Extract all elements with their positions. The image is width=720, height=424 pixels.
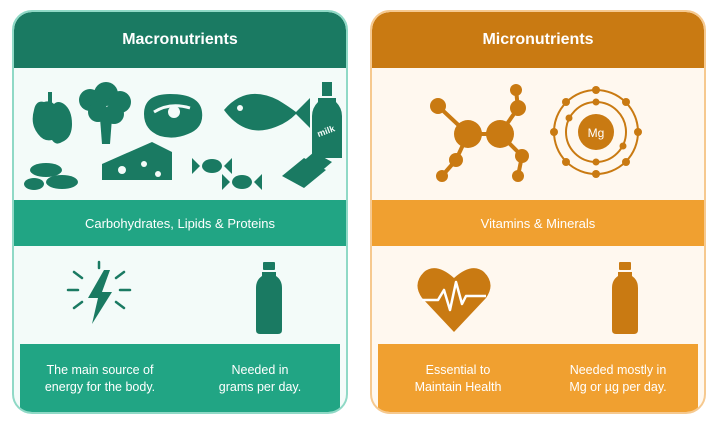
svg-text:Mg: Mg [588,126,605,140]
broccoli-icon [79,82,131,144]
molecule-icon [430,84,529,182]
cheese-icon [102,142,172,180]
micro-amount-box: Needed mostly in Mg or µg per day. [538,344,698,412]
pepper-icon [32,92,72,144]
atom-icon: Mg [550,86,642,178]
macro-energy-box: The main source of energy for the body. [20,344,180,412]
milk-bottle-icon: milk [312,82,342,158]
micronutrients-panel: Micronutrients [370,10,706,414]
micro-icons: Mg [372,72,704,198]
bottle-icon [610,260,640,339]
lightning-icon [54,260,144,337]
micro-icons-svg: Mg [430,84,642,182]
macronutrients-panel: Macronutrients [12,10,348,414]
macronutrients-band: Carbohydrates, Lipids & Proteins [14,200,346,246]
micronutrients-title: Micronutrients [372,12,704,68]
fish-icon [224,93,310,131]
chocolate-icon [282,152,332,188]
candy-icon [192,158,262,190]
micronutrients-band: Vitamins & Minerals [372,200,704,246]
macronutrients-title: Macronutrients [14,12,346,68]
peanuts-icon [24,163,78,190]
macro-amount-box: Needed in grams per day. [180,344,340,412]
macro-food-icons-svg: milk [24,82,342,190]
micro-health-box: Essential to Maintain Health [378,344,538,412]
bottle-icon [254,260,284,339]
macro-food-icons: milk [14,72,346,198]
steak-icon [144,94,203,138]
heartbeat-icon [416,264,492,339]
